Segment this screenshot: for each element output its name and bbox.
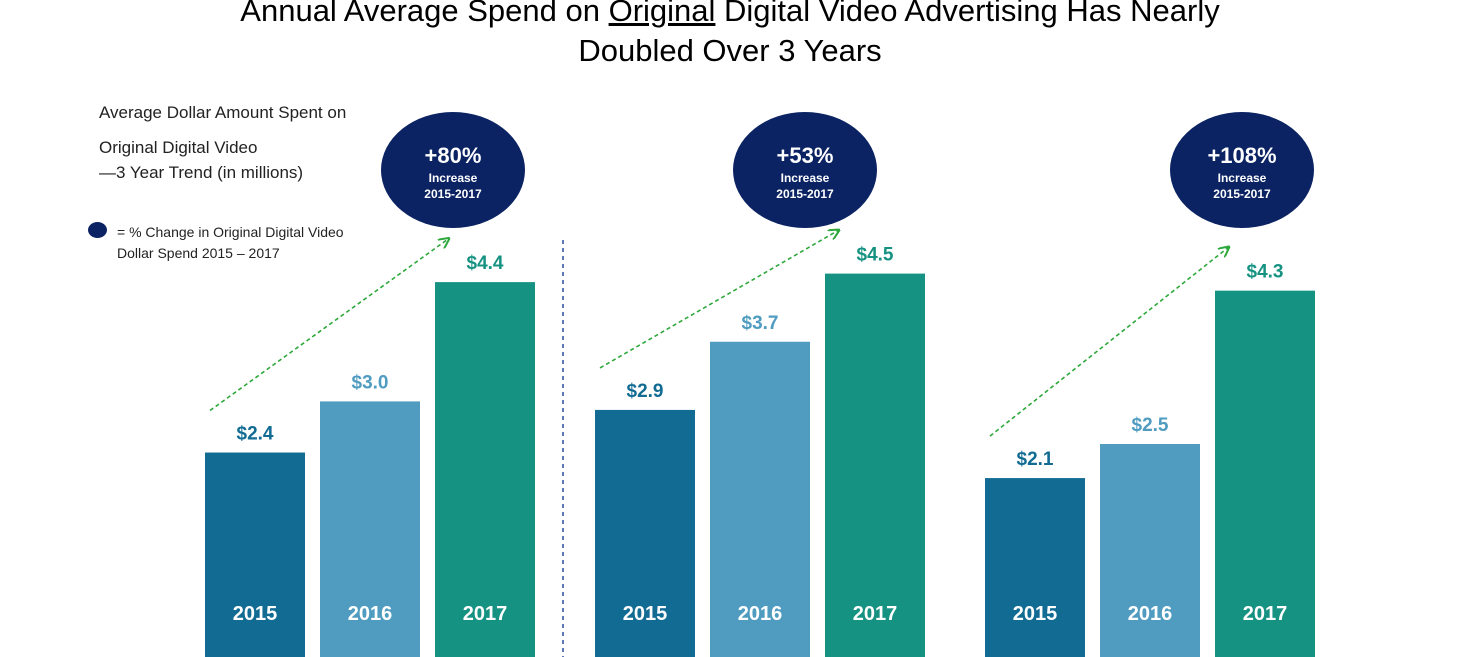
y-axis-label-line2: Original Digital Video — [99, 138, 258, 157]
category-label: 2015 — [233, 603, 278, 625]
change-badge — [381, 112, 525, 228]
bar-2017 — [825, 273, 925, 657]
change-percent: +108% — [1207, 143, 1276, 168]
trend-arrow — [599, 231, 838, 369]
value-label: $3.7 — [742, 313, 779, 334]
category-label: 2017 — [463, 603, 508, 625]
change-percent: +53% — [777, 143, 834, 168]
chart-title-line1: Annual Average Spend on Original Digital… — [0, 0, 1460, 30]
change-label: Increase — [1218, 171, 1267, 185]
trend-arrow — [989, 248, 1228, 437]
value-label: $2.1 — [1017, 449, 1054, 470]
bar-2017 — [435, 282, 535, 657]
category-label: 2017 — [853, 603, 898, 625]
value-label: $4.5 — [857, 245, 894, 266]
change-label: Increase — [781, 171, 830, 185]
value-label: $4.3 — [1247, 262, 1284, 283]
chart-title-underlined: Original — [608, 0, 716, 28]
category-label: 2016 — [348, 603, 393, 625]
chart-title-line2: Doubled Over 3 Years — [578, 33, 882, 68]
value-label: $4.4 — [467, 253, 504, 274]
change-period: 2015-2017 — [776, 187, 834, 201]
bar-2016 — [710, 341, 810, 657]
trend-arrow — [209, 239, 448, 412]
bar-2015 — [205, 452, 305, 657]
change-label: Increase — [429, 171, 478, 185]
category-label: 2016 — [738, 603, 783, 625]
change-period: 2015-2017 — [424, 187, 482, 201]
y-axis-label-line1: Average Dollar Amount Spent on — [99, 103, 347, 122]
bar-2016 — [320, 401, 420, 657]
bar-2015 — [595, 409, 695, 657]
change-period: 2015-2017 — [1213, 187, 1271, 201]
value-label: $2.9 — [627, 381, 664, 402]
category-label: 2015 — [1013, 603, 1058, 625]
category-label: 2017 — [1243, 603, 1288, 625]
bar-2015 — [985, 478, 1085, 657]
category-label: 2015 — [623, 603, 668, 625]
y-axis-label-line3: —3 Year Trend (in millions) — [99, 163, 304, 182]
change-badge — [733, 112, 877, 228]
bar-2017 — [1215, 290, 1315, 657]
value-label: $2.5 — [1132, 415, 1169, 436]
value-label: $2.4 — [237, 424, 274, 445]
legend-dot-icon — [88, 222, 107, 238]
change-badge — [1170, 112, 1314, 228]
change-percent: +80% — [425, 143, 482, 168]
value-label: $3.0 — [352, 372, 389, 393]
category-label: 2016 — [1128, 603, 1173, 625]
legend-text: = % Change in Original Digital Video Dol… — [117, 224, 344, 261]
bar-2016 — [1100, 444, 1200, 657]
